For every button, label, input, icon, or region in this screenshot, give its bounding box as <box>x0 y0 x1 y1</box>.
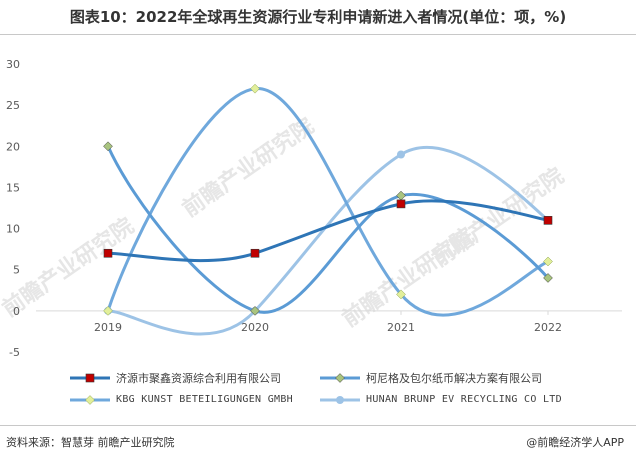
footer-divider <box>0 425 636 426</box>
legend-swatch-series-4 <box>320 395 360 404</box>
y-axis-ticks: -5 0 5 10 15 20 25 30 <box>6 58 20 359</box>
legend-label: HUNAN BRUNP EV RECYCLING CO LTD <box>366 394 562 405</box>
source-note: 资料来源：智慧芽 前瞻产业研究院 <box>6 436 175 449</box>
y-tick-label: 10 <box>6 223 20 236</box>
y-tick-label: 30 <box>6 58 20 71</box>
data-point <box>543 256 553 267</box>
series-line-3 <box>106 87 550 317</box>
credit-note: @前瞻经济学人APP <box>526 436 624 449</box>
series-line-2 <box>106 144 550 314</box>
series-lines <box>106 87 550 336</box>
legend-label: KBG KUNST BETEILIGUNGEN GMBH <box>116 394 293 405</box>
x-tick-label: 2022 <box>534 321 562 334</box>
legend-swatch-series-3 <box>70 394 110 405</box>
x-tick-label: 2021 <box>387 321 415 334</box>
data-point <box>250 306 260 316</box>
legend-swatch-series-2 <box>320 373 360 383</box>
data-point <box>397 150 405 159</box>
legend-item-series-3: KBG KUNST BETEILIGUNGEN GMBH <box>70 394 293 405</box>
y-tick-label: 20 <box>6 140 20 153</box>
legend-item-series-2: 柯尼格及包尔纸币解决方案有限公司 <box>320 370 542 386</box>
series-line-1 <box>106 199 550 263</box>
x-axis-ticks: 2019 2020 2021 2022 <box>94 321 562 334</box>
legend-swatch-series-1 <box>70 373 110 383</box>
data-point <box>103 248 113 258</box>
data-point <box>250 248 260 258</box>
data-point <box>543 216 553 225</box>
legend-item-series-4: HUNAN BRUNP EV RECYCLING CO LTD <box>320 394 562 405</box>
data-point <box>396 289 406 300</box>
chart-title: 图表10：2022年全球再生资源行业专利申请新进入者情况(单位：项，%) <box>69 8 567 26</box>
series-line-4 <box>106 146 550 336</box>
legend-label: 柯尼格及包尔纸币解决方案有限公司 <box>366 372 542 385</box>
y-tick-label: 15 <box>6 181 20 194</box>
y-tick-label: 0 <box>13 305 20 318</box>
series-markers <box>103 83 553 316</box>
data-point <box>103 141 113 152</box>
legend-item-series-1: 济源市聚鑫资源综合利用有限公司 <box>70 370 281 386</box>
y-tick-label: -5 <box>9 346 20 359</box>
data-point <box>543 273 553 283</box>
legend-label: 济源市聚鑫资源综合利用有限公司 <box>116 372 281 385</box>
x-tick-label: 2019 <box>94 321 122 334</box>
data-point <box>396 199 406 209</box>
title-divider <box>0 34 636 35</box>
x-tick-label: 2020 <box>241 321 269 334</box>
data-point <box>103 306 113 316</box>
data-point <box>250 83 260 94</box>
y-tick-label: 25 <box>6 99 20 112</box>
data-point <box>396 190 406 201</box>
y-tick-label: 5 <box>13 264 20 277</box>
